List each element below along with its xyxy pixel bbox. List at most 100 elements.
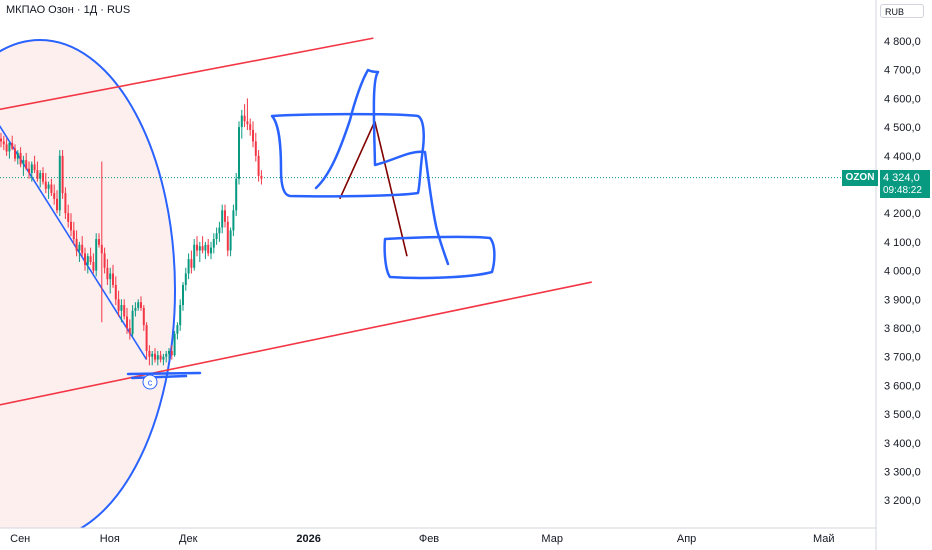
time-tick-label: Дек [179, 533, 198, 545]
price-tick-label: 4 500,0 [884, 122, 921, 134]
currency-label[interactable]: RUB [880, 4, 924, 18]
candle [232, 204, 235, 237]
candle [56, 190, 58, 214]
candle [11, 135, 14, 151]
candle [53, 184, 56, 205]
candle-body [246, 121, 249, 125]
candle [243, 104, 246, 128]
time-tick-label: Мар [541, 533, 563, 545]
candle [117, 290, 120, 317]
candle [2, 135, 5, 151]
price-tick-label: 3 200,0 [884, 495, 921, 507]
candle-body [58, 155, 61, 211]
candle [235, 173, 238, 217]
candle [224, 204, 226, 228]
candle [218, 221, 221, 242]
candle-body [75, 239, 78, 251]
candle [179, 299, 182, 331]
candle [240, 109, 243, 139]
price-scale[interactable]: 4 800,0 4 700,0 4 600,0 4 500,0 4 400,0 4 200… [884, 36, 921, 507]
candle [184, 267, 187, 291]
candle-body [123, 305, 126, 317]
candle [81, 236, 84, 257]
candle-body [16, 152, 19, 159]
candle-body [70, 221, 72, 231]
candle-body [162, 356, 165, 360]
candle-body [64, 193, 67, 214]
candle [159, 350, 162, 363]
candle-body [89, 256, 92, 262]
candle-body [196, 244, 198, 251]
price-tick-label: 4 700,0 [884, 65, 921, 77]
candle [165, 350, 168, 363]
candle-body [0, 138, 2, 142]
price-tick-label: 3 700,0 [884, 352, 921, 364]
candle [221, 204, 224, 234]
candle-body [176, 325, 179, 334]
candle [109, 267, 112, 294]
candle-body [249, 124, 252, 130]
candle-body [201, 246, 204, 251]
candle-body [243, 115, 246, 122]
candle [212, 233, 215, 254]
candle-body [28, 168, 30, 174]
candle [249, 118, 252, 136]
candle [140, 296, 142, 311]
candle [22, 155, 25, 176]
candle [207, 239, 210, 257]
candle-body [238, 127, 240, 179]
candle-body [81, 244, 84, 254]
candle [145, 322, 148, 360]
candle-body [137, 302, 140, 308]
drawn-lines [0, 37, 592, 406]
candle-body [134, 307, 137, 311]
candle-body [78, 244, 81, 251]
current-price-label: 4 324,0 [880, 170, 930, 186]
candle-body [207, 244, 210, 254]
candle [42, 167, 44, 185]
candles [0, 98, 263, 366]
candle-body [126, 316, 128, 328]
candle-body [140, 302, 142, 308]
candle [112, 264, 114, 288]
marker-c: c [142, 374, 158, 390]
candle-body [120, 305, 123, 311]
candle [95, 233, 98, 277]
countdown-timer: 09:48:22 [880, 184, 930, 198]
candle [154, 348, 156, 363]
price-tick-label: 4 100,0 [884, 237, 921, 249]
candle [30, 161, 33, 182]
candle [36, 161, 39, 182]
candle-body [252, 129, 254, 142]
candle-body [8, 142, 11, 152]
candle [170, 345, 173, 360]
time-tick-label: Фев [419, 533, 439, 545]
candle [173, 330, 176, 357]
candle [182, 282, 184, 311]
candle-body [25, 160, 28, 169]
candle [120, 299, 123, 323]
candle [257, 150, 260, 182]
candle-body [257, 155, 260, 176]
candle-body [204, 244, 207, 251]
candle-body [84, 253, 86, 265]
candle [100, 161, 103, 323]
highlight-ellipse [0, 39, 176, 528]
candle-body [151, 353, 154, 357]
candle-body [173, 333, 176, 356]
candle-body [210, 247, 212, 254]
candle-body [198, 246, 201, 251]
price-tick-label: 4 200,0 [884, 208, 921, 220]
price-tick-label: 3 600,0 [884, 380, 921, 392]
candle-body [165, 353, 168, 357]
candle-body [215, 233, 218, 240]
candle [142, 305, 145, 331]
time-scale[interactable]: Сен Ноя Дек 2026 Фев Мар Апр Май [10, 533, 834, 545]
candle-body [72, 230, 75, 240]
drawn-path [314, 68, 450, 266]
price-tick-label: 4 800,0 [884, 36, 921, 48]
candle-body [112, 273, 114, 285]
candle [106, 259, 109, 285]
hand-drawings [126, 68, 496, 380]
